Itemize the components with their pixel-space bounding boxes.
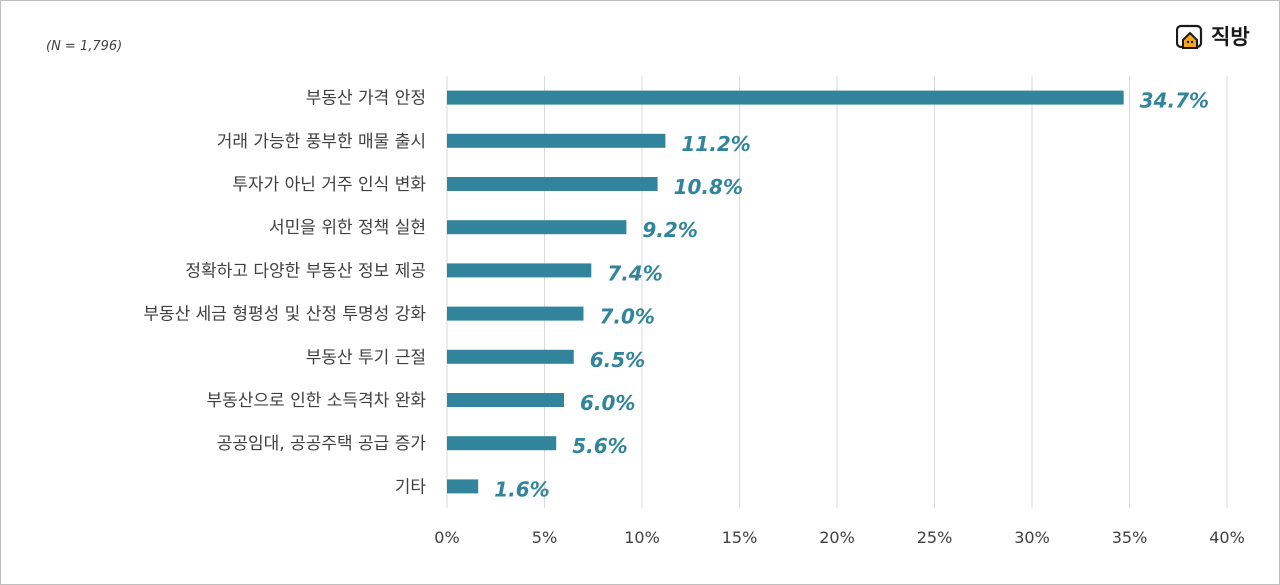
value-label: 10.8% bbox=[674, 175, 743, 199]
category-label: 투자가 아닌 거주 인식 변화 bbox=[232, 175, 426, 195]
logo-text: 직방 bbox=[1211, 25, 1250, 49]
category-label: 부동산으로 인한 소득격차 완화 bbox=[206, 391, 426, 411]
bar bbox=[447, 263, 592, 278]
category-label: 공공임대, 공공주택 공급 증가 bbox=[217, 434, 427, 454]
bar bbox=[447, 306, 584, 321]
x-tick-label: 15% bbox=[722, 528, 758, 547]
x-tick-label: 30% bbox=[1014, 528, 1050, 547]
house-logo-icon bbox=[1176, 24, 1203, 49]
category-label: 부동산 가격 안정 bbox=[306, 89, 426, 109]
bar bbox=[447, 393, 564, 407]
bar bbox=[447, 133, 666, 148]
bar bbox=[447, 349, 574, 364]
x-tick-label: 5% bbox=[532, 528, 557, 547]
x-tick-label: 40% bbox=[1209, 528, 1245, 547]
value-label: 9.2% bbox=[642, 218, 697, 242]
bar bbox=[447, 90, 1124, 105]
value-label: 1.6% bbox=[494, 477, 549, 501]
bar bbox=[447, 479, 479, 494]
category-label: 부동산 투기 근절 bbox=[306, 348, 426, 368]
category-label: 거래 가능한 풍부한 매물 출시 bbox=[217, 132, 426, 152]
category-label: 기타 bbox=[395, 477, 427, 497]
value-label: 6.5% bbox=[590, 348, 645, 372]
value-label: 6.0% bbox=[580, 391, 635, 415]
gridlines bbox=[446, 76, 1228, 508]
x-tick-label: 35% bbox=[1112, 528, 1148, 547]
value-label: 34.7% bbox=[1140, 89, 1209, 113]
x-tick-label: 0% bbox=[434, 528, 459, 547]
value-label: 7.0% bbox=[600, 305, 655, 329]
x-tick-label: 25% bbox=[917, 528, 953, 547]
bar bbox=[447, 436, 557, 451]
x-tick-label: 20% bbox=[819, 528, 855, 547]
x-tick-label: 10% bbox=[624, 528, 660, 547]
bar bbox=[447, 220, 627, 235]
value-label: 5.6% bbox=[572, 434, 627, 458]
bar bbox=[447, 177, 658, 191]
zigbang-logo: 직방 bbox=[1176, 21, 1250, 51]
value-label: 11.2% bbox=[681, 132, 750, 156]
sample-size-note: (N = 1,796) bbox=[46, 39, 123, 54]
bars bbox=[447, 90, 1124, 494]
labels: 0% 5% 10% 15% 20% 25% 30% 35% 40% 부동산 가격 안정 34.7% 거… bbox=[143, 89, 1244, 547]
category-label: 서민을 위한 정책 실현 bbox=[269, 218, 426, 238]
value-label: 7.4% bbox=[607, 261, 662, 285]
category-label: 부동산 세금 형평성 및 산정 투명성 강화 bbox=[143, 305, 426, 325]
category-label: 정확하고 다양한 부동산 정보 제공 bbox=[185, 261, 426, 281]
